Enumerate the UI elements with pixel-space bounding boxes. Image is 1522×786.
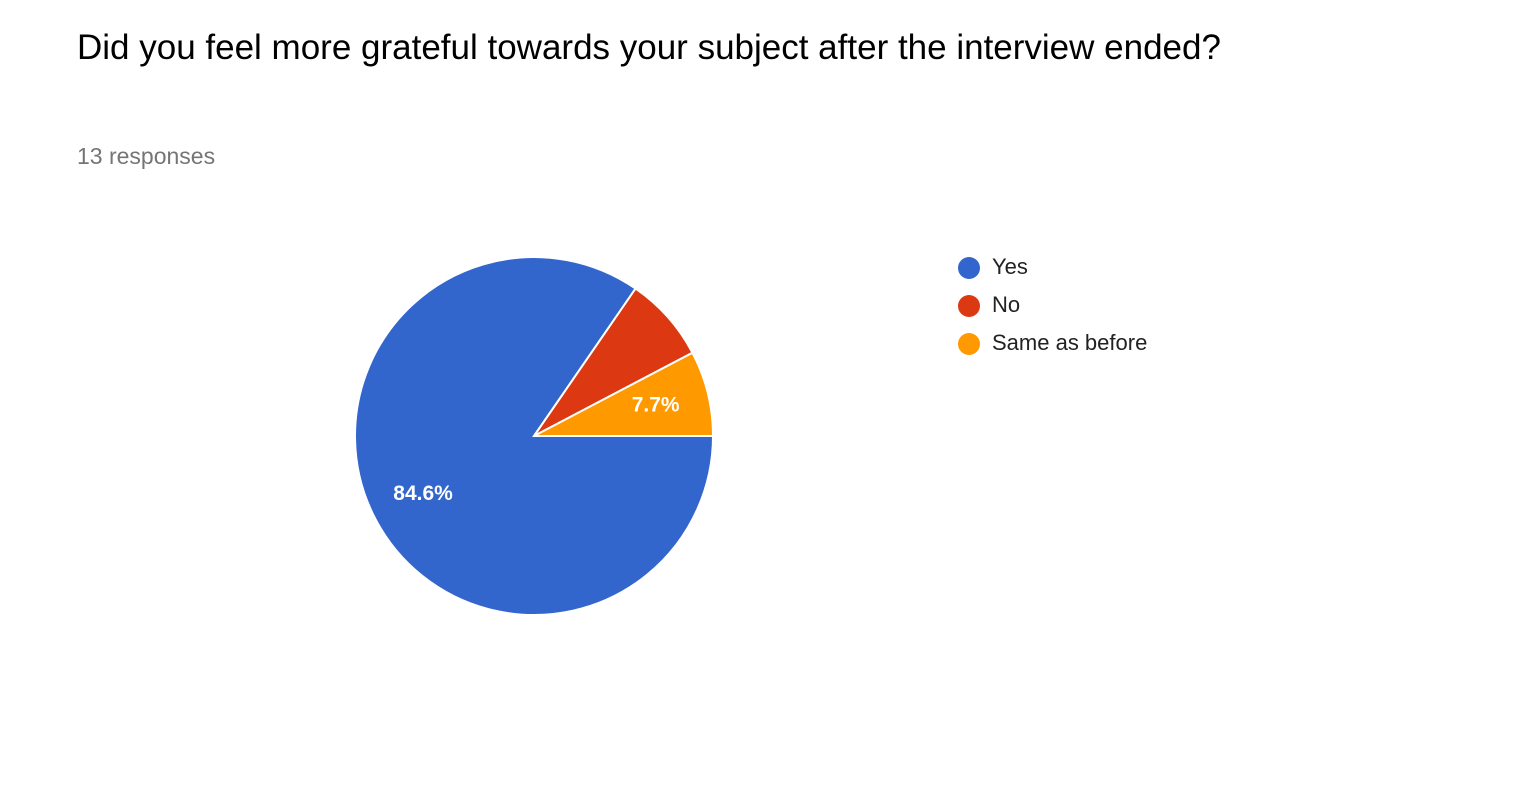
- legend-swatch: [958, 333, 980, 355]
- slice-label: 7.7%: [632, 394, 680, 417]
- chart-title: Did you feel more grateful towards your …: [77, 28, 1221, 67]
- slice-label: 84.6%: [393, 482, 453, 505]
- legend-swatch: [958, 295, 980, 317]
- legend-label: No: [992, 292, 1020, 317]
- legend-swatch: [958, 257, 980, 279]
- pie-slice: [533, 351, 715, 437]
- legend-label: Yes: [992, 254, 1028, 279]
- response-count: 13 responses: [77, 143, 216, 169]
- legend-label: Same as before: [992, 330, 1147, 355]
